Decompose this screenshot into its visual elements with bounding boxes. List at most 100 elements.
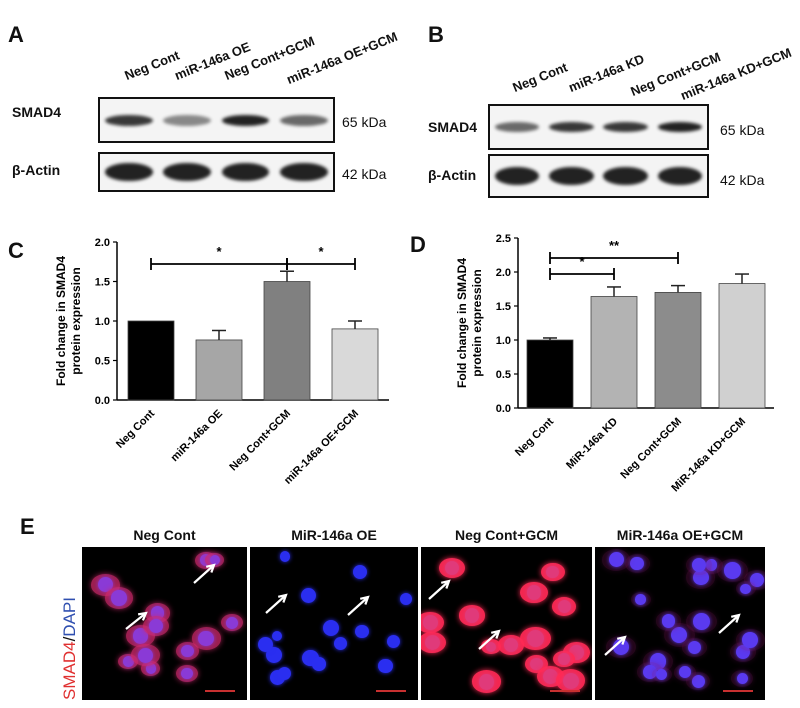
micro-2-scale-bar	[550, 690, 580, 692]
chart-d-xtick-label-0: Neg Cont	[513, 415, 556, 458]
blot-b-actin-band-2	[603, 167, 648, 185]
blot-a-smad4-band-1	[163, 114, 212, 126]
chart-c-xtick-label-1: miR-146a OE	[169, 408, 225, 464]
micro-1-nucleus-2	[334, 636, 348, 650]
blot-a-actin-band-0	[105, 163, 153, 181]
blot-a-actin-band-1	[163, 163, 212, 181]
arrow-icon-0b	[193, 563, 216, 584]
kda-label-b-smad4: 65 kDa	[720, 122, 765, 138]
micro-0-nucleus-11	[145, 663, 156, 674]
micro-1-nucleus-3	[271, 631, 282, 642]
panel-letter-e: E	[20, 514, 35, 539]
micro-3-nucleus-4	[736, 672, 749, 685]
micro-3-nucleus-17	[679, 666, 692, 679]
chart-c-ytick-label-0: 0.0	[95, 395, 110, 407]
chart-c-xtick-label-2: Neg Cont+GCM	[227, 408, 293, 474]
micro-1-nucleus-7	[399, 593, 412, 606]
kda-label-b-actin: 42 kDa	[720, 172, 765, 188]
protein-label-a-smad4: SMAD4	[12, 104, 62, 120]
western-blot-b-actin	[488, 154, 709, 198]
blot-b-smad4-band-1	[549, 122, 594, 132]
protein-label-b-actin: β-Actin	[428, 167, 477, 183]
micro-3-nucleus-8	[693, 613, 710, 630]
bar-chart-c: 0.0 0.5 1.0 1.5 2.0 Fold change in SMAD4prote…	[54, 237, 389, 487]
chart-d-ytick-label-1: 0.5	[496, 369, 511, 381]
micro-0-nucleus-4	[226, 617, 238, 629]
micro-3-nucleus-7	[608, 552, 624, 568]
chart-c-ytick-label-3: 1.5	[95, 277, 110, 289]
micro-0-nucleus-0	[180, 667, 193, 680]
blot-b-actin-band-0	[494, 167, 540, 185]
micro-2-nucleus-15	[485, 641, 497, 652]
micro-1-nucleus-8	[312, 657, 326, 671]
panel-letter-b: B	[428, 22, 444, 47]
lane-label-a-0: Neg Cont	[122, 47, 182, 83]
protein-label-a-actin: β-Actin	[12, 162, 61, 178]
micro-3-nucleus-5	[692, 569, 709, 586]
micro-1-nucleus-4	[378, 658, 393, 674]
chart-c-xtick-label-3: miR-146a OE+GCM	[282, 408, 361, 487]
chart-d-bar-1	[590, 296, 638, 409]
micro-3-nucleus-10	[670, 626, 688, 644]
micro-3-nucleus-1	[705, 559, 718, 572]
western-blot-a-actin	[98, 152, 335, 192]
chart-c-bar-3	[331, 328, 379, 401]
chart-d-xtick-label-1: MiR-146a KD	[564, 416, 620, 472]
micro-2-nucleus-8	[424, 635, 440, 651]
micro-3-nucleus-21	[661, 614, 676, 629]
western-blot-b-smad4	[488, 104, 709, 150]
chart-d-ytick-label-4: 2.0	[496, 267, 511, 279]
arrow-icon-2b	[478, 629, 501, 650]
micro-3-nucleus-16	[749, 573, 764, 588]
chart-d-sig-label-1: **	[609, 238, 620, 253]
micro-2-nucleus-12	[546, 565, 560, 579]
bar-chart-d: 0.0 0.5 1.0 1.5 2.0 2.5 Fold change in SMAD4pr…	[455, 233, 774, 494]
blot-b-actin-band-1	[549, 167, 594, 185]
micro-3-nucleus-11	[692, 557, 707, 572]
micro-2-nucleus-1	[530, 657, 543, 671]
stain-label-dapi: DAPI	[60, 597, 79, 637]
micrograph-neg-cont-gcm	[421, 547, 592, 700]
chart-c-bar-1	[195, 339, 243, 401]
blot-a-actin-band-3	[279, 163, 328, 181]
chart-c-bar-0	[127, 320, 175, 401]
arrow-icon-0a	[125, 611, 148, 630]
micro-title-3: MiR-146a OE+GCM	[616, 527, 744, 543]
chart-d-sig-label-0: *	[579, 254, 585, 269]
micrograph-neg-cont	[82, 547, 247, 700]
micro-1-nucleus-5	[266, 646, 283, 663]
micro-3-nucleus-9	[642, 665, 657, 679]
chart-d-bar-0	[526, 339, 574, 409]
micro-1-nucleus-14	[277, 667, 292, 681]
micro-3-nucleus-18	[740, 583, 751, 595]
arrow-icon-3a	[604, 635, 627, 656]
micro-2-nucleus-10	[562, 672, 579, 689]
micro-2-nucleus-6	[543, 668, 559, 684]
micro-0-nucleus-8	[148, 618, 163, 633]
arrow-icon-1a	[265, 593, 288, 614]
micro-3-nucleus-19	[688, 640, 702, 654]
western-blot-a-smad4	[98, 97, 335, 143]
arrow-icon-2a	[428, 579, 451, 600]
micro-2-nucleus-3	[558, 653, 570, 665]
micro-title-2: Neg Cont+GCM	[454, 527, 559, 543]
chart-c-bar-2	[263, 281, 311, 401]
kda-label-a-actin: 42 kDa	[342, 166, 387, 182]
micro-3-nucleus-3	[691, 674, 705, 688]
micro-3-nucleus-20	[742, 632, 759, 648]
micro-0-nucleus-3	[132, 628, 149, 644]
micro-2-nucleus-14	[422, 614, 438, 630]
micro-2-nucleus-0	[527, 630, 544, 647]
micro-1-nucleus-12	[322, 619, 340, 637]
micro-0-nucleus-9	[181, 645, 194, 658]
chart-c-ytick-label-1: 0.5	[95, 356, 110, 368]
micro-2-nucleus-13	[465, 608, 480, 623]
micro-0-nucleus-13	[138, 647, 154, 664]
micro-0-nucleus-12	[198, 630, 215, 647]
stain-label: SMAD4/DAPI	[60, 597, 80, 700]
micro-1-nucleus-11	[353, 564, 368, 579]
blot-a-actin-band-2	[221, 163, 270, 181]
chart-c-sig-label-1: *	[318, 244, 324, 259]
chart-d-ytick-label-0: 0.0	[496, 403, 511, 415]
micro-title-1: MiR-146a OE	[291, 527, 377, 543]
